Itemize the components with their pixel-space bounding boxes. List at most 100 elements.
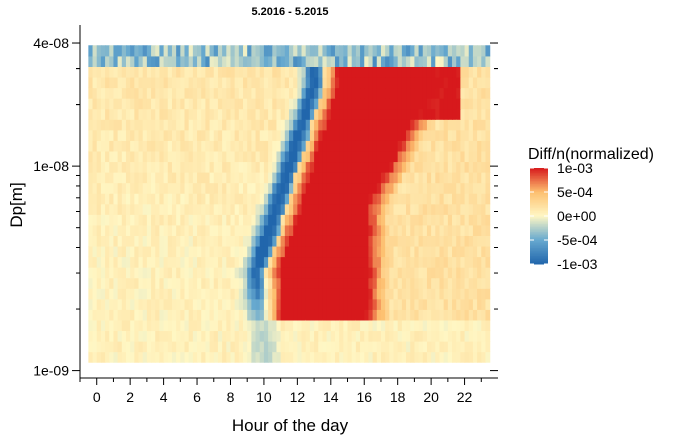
heatmap-cell	[435, 203, 441, 215]
heatmap-cell	[155, 277, 161, 289]
heatmap-cell	[205, 235, 211, 247]
heatmap-cell	[472, 172, 478, 184]
heatmap-cell	[389, 98, 395, 110]
heatmap-cell	[96, 55, 102, 67]
heatmap-cell	[251, 140, 257, 152]
heatmap-cell	[380, 150, 386, 163]
heatmap-cell	[259, 45, 265, 57]
heatmap-cell	[360, 235, 365, 247]
heatmap-cell	[163, 45, 169, 57]
heatmap-cell	[360, 267, 365, 279]
heatmap-cell	[289, 161, 294, 173]
heatmap-cell	[105, 309, 110, 321]
heatmap-cell	[96, 256, 102, 268]
heatmap-cell	[188, 224, 194, 236]
heatmap-cell	[385, 87, 390, 99]
heatmap-cell	[435, 55, 441, 67]
heatmap-cell	[247, 309, 252, 321]
heatmap-cell	[360, 309, 365, 321]
heatmap-cell	[280, 182, 286, 194]
legend-color-step	[530, 235, 548, 238]
heatmap-cell	[376, 330, 382, 342]
heatmap-cell	[255, 351, 261, 363]
heatmap-cell	[431, 298, 436, 310]
heatmap-cell	[460, 108, 466, 120]
heatmap-cell	[134, 87, 140, 99]
heatmap-cell	[272, 351, 278, 363]
heatmap-cell	[376, 298, 382, 310]
heatmap-cell	[422, 108, 428, 120]
heatmap-cell	[418, 119, 424, 131]
heatmap-cell	[397, 119, 403, 131]
heatmap-cell	[431, 87, 436, 99]
heatmap-cell	[318, 277, 324, 289]
heatmap-cell	[435, 330, 441, 342]
heatmap-cell	[339, 140, 344, 152]
heatmap-cell	[272, 66, 278, 78]
heatmap-cell	[431, 55, 436, 67]
heatmap-cell	[385, 235, 390, 247]
heatmap-cell	[452, 161, 457, 173]
heatmap-cell	[197, 245, 202, 258]
heatmap-cell	[109, 288, 115, 300]
heatmap-cell	[301, 288, 307, 300]
heatmap-cell	[322, 87, 328, 99]
heatmap-cell	[447, 172, 453, 184]
heatmap-cell	[326, 119, 332, 131]
heatmap-cell	[485, 161, 491, 173]
heatmap-cell	[330, 119, 336, 131]
heatmap-cell	[100, 87, 106, 99]
heatmap-cell	[247, 203, 252, 215]
heatmap-cell	[96, 98, 102, 110]
heatmap-cell	[477, 98, 482, 110]
heatmap-cell	[159, 150, 165, 163]
heatmap-cell	[355, 87, 361, 99]
heatmap-cell	[234, 288, 240, 300]
heatmap-cell	[289, 319, 294, 332]
heatmap-cell	[485, 66, 491, 78]
heatmap-cell	[209, 309, 215, 321]
heatmap-cell	[351, 203, 357, 215]
heatmap-cell	[92, 129, 98, 141]
heatmap-cell	[385, 76, 390, 89]
heatmap-cell	[134, 298, 140, 310]
heatmap-cell	[263, 193, 269, 205]
heatmap-cell	[134, 277, 140, 289]
heatmap-cell	[464, 98, 470, 110]
heatmap-cell	[452, 319, 457, 332]
heatmap-cell	[230, 235, 236, 247]
heatmap-cell	[372, 45, 378, 57]
heatmap-cell	[293, 87, 298, 99]
legend-color-step	[530, 240, 548, 243]
heatmap-cell	[364, 182, 370, 194]
heatmap-cell	[318, 45, 324, 57]
heatmap-cell	[130, 214, 135, 226]
heatmap-cell	[347, 319, 353, 332]
heatmap-cell	[368, 108, 374, 120]
heatmap-cell	[105, 182, 110, 194]
heatmap-cell	[334, 45, 340, 57]
heatmap-cell	[426, 309, 432, 321]
heatmap-cell	[259, 150, 265, 163]
heatmap-cell	[192, 267, 198, 279]
heatmap-cell	[431, 214, 436, 226]
heatmap-cell	[293, 203, 298, 215]
heatmap-cell	[439, 66, 445, 78]
heatmap-cell	[130, 330, 135, 342]
heatmap-cell	[477, 66, 482, 78]
heatmap-cell	[205, 66, 211, 78]
heatmap-cell	[121, 119, 127, 131]
heatmap-cell	[305, 298, 311, 310]
heatmap-cell	[222, 267, 227, 279]
heatmap-cell	[234, 351, 240, 363]
heatmap-cell	[339, 235, 344, 247]
heatmap-cell	[305, 98, 311, 110]
heatmap-cell	[146, 256, 152, 268]
heatmap-cell	[477, 235, 482, 247]
heatmap-cell	[309, 193, 315, 205]
heatmap-cell	[368, 245, 374, 258]
heatmap-cell	[389, 245, 395, 258]
x-axis-label: Hour of the day	[232, 416, 349, 435]
heatmap-cell	[368, 309, 374, 321]
heatmap-cell	[372, 309, 378, 321]
